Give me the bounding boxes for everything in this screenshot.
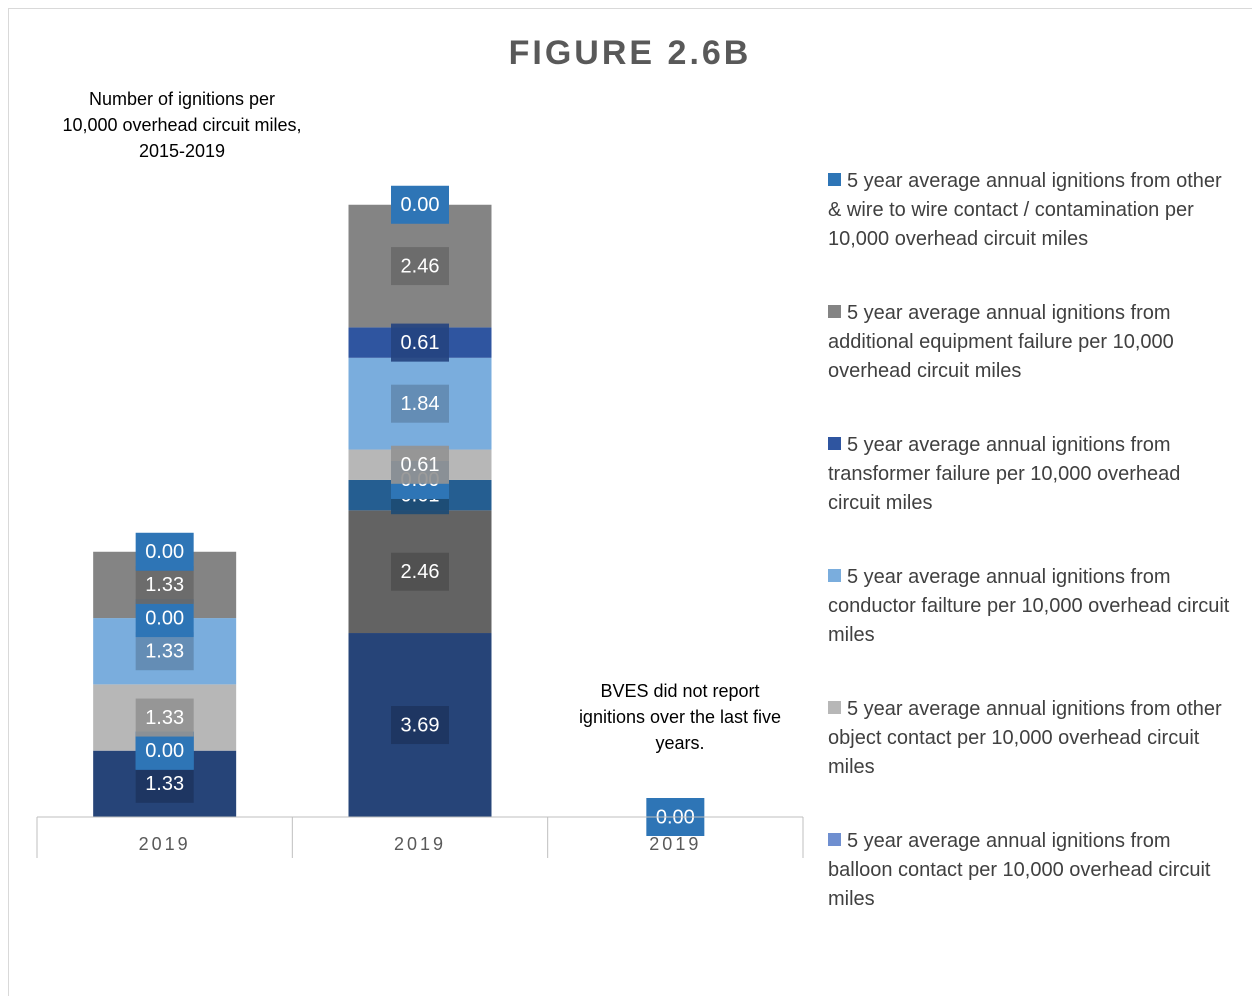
data-label-box — [391, 445, 449, 484]
data-label-box — [135, 565, 194, 604]
legend-swatch — [828, 305, 841, 318]
data-label-box — [391, 706, 449, 745]
data-label-box — [135, 764, 194, 803]
data-label: 0.00 — [401, 194, 440, 216]
data-label: 1.33 — [145, 641, 184, 663]
data-label-box — [391, 706, 449, 745]
data-label: 1.33 — [145, 773, 184, 795]
data-label: 2.46 — [401, 561, 440, 583]
data-label-box — [135, 532, 194, 571]
chart-title: FIGURE 2.6B — [509, 34, 752, 72]
data-label: 0.00 — [145, 740, 184, 762]
legend-swatch — [828, 569, 841, 582]
data-label: 1.84 — [401, 393, 440, 415]
legend-item: 5 year average annual ignitions from con… — [828, 563, 1233, 650]
data-label-box — [391, 323, 449, 362]
data-label-box — [391, 384, 449, 423]
annotation: Number of ignitions per 10,000 overhead … — [62, 89, 302, 161]
data-label-box — [135, 565, 194, 604]
data-label: 0.61 — [401, 454, 440, 476]
data-label-box — [391, 247, 449, 286]
data-label-box — [391, 247, 449, 286]
annotation: BVES did not report ignitions over the l… — [578, 681, 782, 753]
legend-item: 5 year average annual ignitions from bal… — [828, 827, 1233, 914]
x-tick-label: 2019 — [394, 834, 446, 854]
data-label: 0.00 — [145, 541, 184, 563]
data-label: 2.46 — [401, 255, 440, 277]
data-label-box — [135, 698, 194, 737]
legend-label: 5 year average annual ignitions from oth… — [828, 170, 1222, 250]
x-tick-label: 2019 — [139, 834, 191, 854]
data-label: 3.69 — [401, 714, 440, 736]
legend-label: 5 year average annual ignitions from add… — [828, 302, 1174, 382]
data-label-box — [135, 764, 194, 803]
data-label-box — [391, 445, 449, 484]
data-label-box — [135, 698, 194, 737]
legend-item: 5 year average annual ignitions from add… — [828, 299, 1233, 386]
data-label-box — [391, 323, 449, 362]
legend-label: 5 year average annual ignitions from con… — [828, 566, 1230, 646]
data-label-box — [135, 731, 194, 770]
data-label-box — [135, 599, 194, 638]
data-label-box — [135, 632, 194, 671]
legend-swatch — [828, 833, 841, 846]
legend-swatch — [828, 437, 841, 450]
legend-item: 5 year average annual ignitions from oth… — [828, 695, 1233, 782]
data-label-box — [135, 632, 194, 671]
data-label: 1.33 — [145, 707, 184, 729]
data-label-box — [391, 185, 449, 224]
legend-label: 5 year average annual ignitions from oth… — [828, 698, 1222, 778]
data-label-box — [391, 552, 449, 591]
data-label: 0.00 — [145, 607, 184, 629]
data-label: 0.61 — [401, 332, 440, 354]
legend-item: 5 year average annual ignitions from oth… — [828, 167, 1233, 254]
legend-swatch — [828, 173, 841, 186]
legend-item: 5 year average annual ignitions from tra… — [828, 431, 1233, 518]
legend-label: 5 year average annual ignitions from tra… — [828, 434, 1181, 514]
legend-label: 5 year average annual ignitions from bal… — [828, 830, 1211, 910]
x-tick-label: 2019 — [649, 834, 701, 854]
legend-swatch — [828, 701, 841, 714]
data-label-box — [391, 384, 449, 423]
data-label: 1.33 — [145, 574, 184, 596]
data-label-box — [391, 552, 449, 591]
chart-border — [8, 8, 1252, 996]
